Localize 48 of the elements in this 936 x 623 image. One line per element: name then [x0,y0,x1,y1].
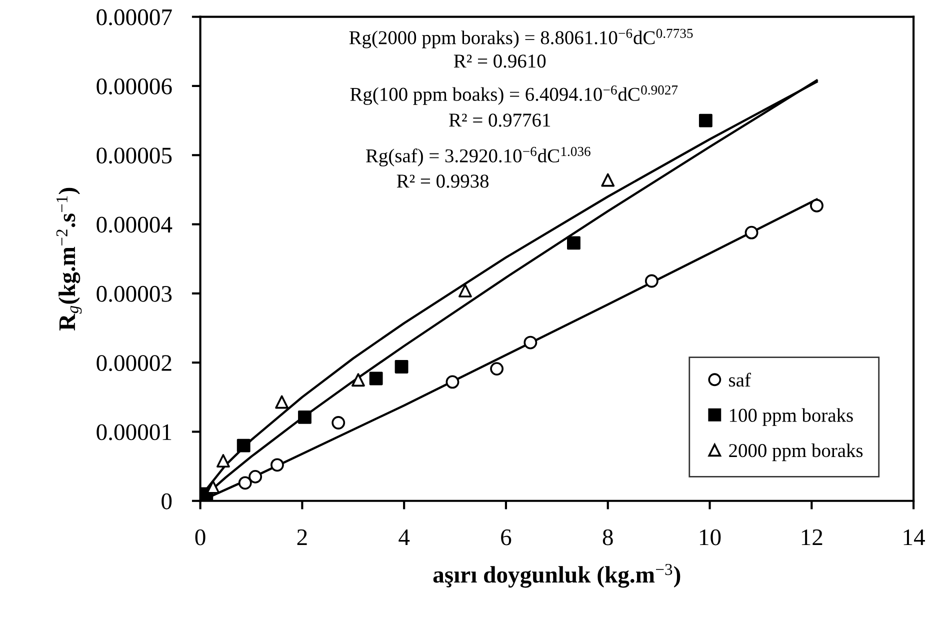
annotation: R² = 0.9610 [454,54,546,68]
legend-label: saf [729,372,751,387]
point [236,438,250,452]
point [238,476,252,490]
point [744,226,758,240]
point [490,362,504,376]
x-tick-label: 14 [904,529,925,546]
y-axis-title: R$_{g}$(kg.m$^{−2}$.s$^{−1}$) [56,188,82,330]
point [369,372,383,386]
annotation: R² = 0.97761 [449,114,550,127]
annotation: Rg(100 ppm boaks) = 6.4094.10$^{−6}$dC$^{0.9027}$ [350,85,678,105]
x-tick-label: 12 [802,529,822,546]
annotation: Rg(saf) = 3.2920.10$^{−6}$dC$^{1.036}$ [366,146,590,166]
y-tick-label: 0 [162,493,172,510]
point [458,284,472,298]
x-axis-title: aşırı doygunluk (kg.m$^{−3}$) [433,564,680,588]
point [352,373,365,387]
point [698,114,712,128]
point [216,454,230,468]
point [524,336,538,350]
legend-label: 100 ppm boraks [730,408,853,426]
x-tick-label: 2 [297,529,307,546]
y-tick-label: 0.00004 [96,216,172,233]
y-tick-label: 0.00003 [96,286,172,302]
annotation: Rg(2000 ppm boraks) = 8.8061.10$^{−6}$dC$^{0.7735}$ [349,28,693,48]
point [332,416,346,430]
annotation: R² = 0.9938 [396,174,489,188]
x-tick-label: 6 [501,529,512,546]
x-tick-label: 10 [700,529,721,546]
y-tick-label: 0.00002 [96,355,172,372]
y-tick-label: 0.00005 [96,148,172,164]
point [567,236,580,250]
legend-label: 2000 ppm boraks [729,443,863,462]
y-tick-label: 0.00006 [96,78,172,94]
x-tick-label: 0 [195,529,206,546]
point [394,360,408,374]
point [810,198,824,212]
x-tick-label: 4 [398,530,410,546]
point [298,410,312,424]
point [270,458,284,472]
point [446,375,460,389]
y-tick-label: 0.00007 [96,9,172,26]
point [275,395,289,409]
point [248,470,262,484]
y-tick-label: 0.00001 [96,424,172,440]
point [601,173,615,187]
point [644,274,658,288]
x-tick-label: 8 [602,529,613,546]
